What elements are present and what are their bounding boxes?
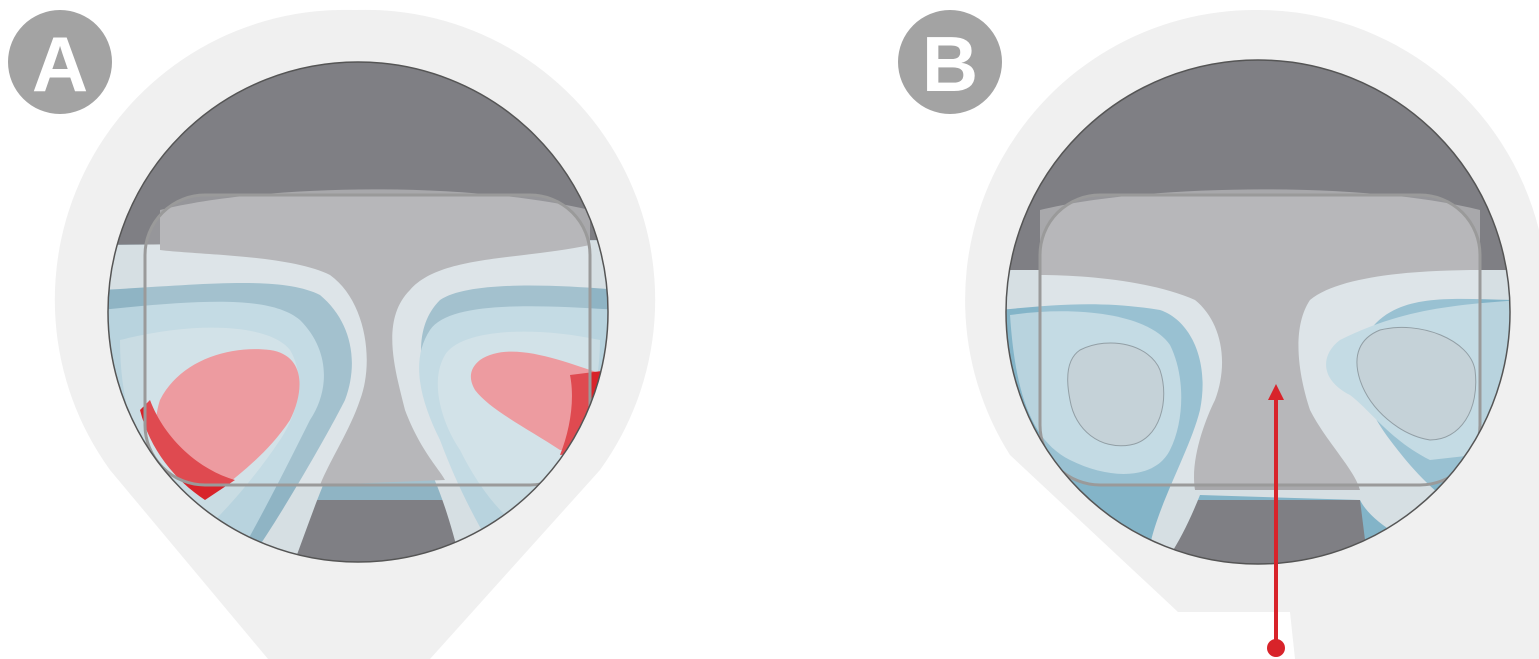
panel-label: A [32,20,88,108]
badge [8,10,112,114]
panel-b: B [898,9,1539,659]
lens-view [1006,60,1510,564]
lens-view [108,62,608,562]
panel-label: B [922,20,978,108]
badge [898,10,1002,114]
arrow [1267,384,1285,657]
panel-a: A [8,9,656,659]
